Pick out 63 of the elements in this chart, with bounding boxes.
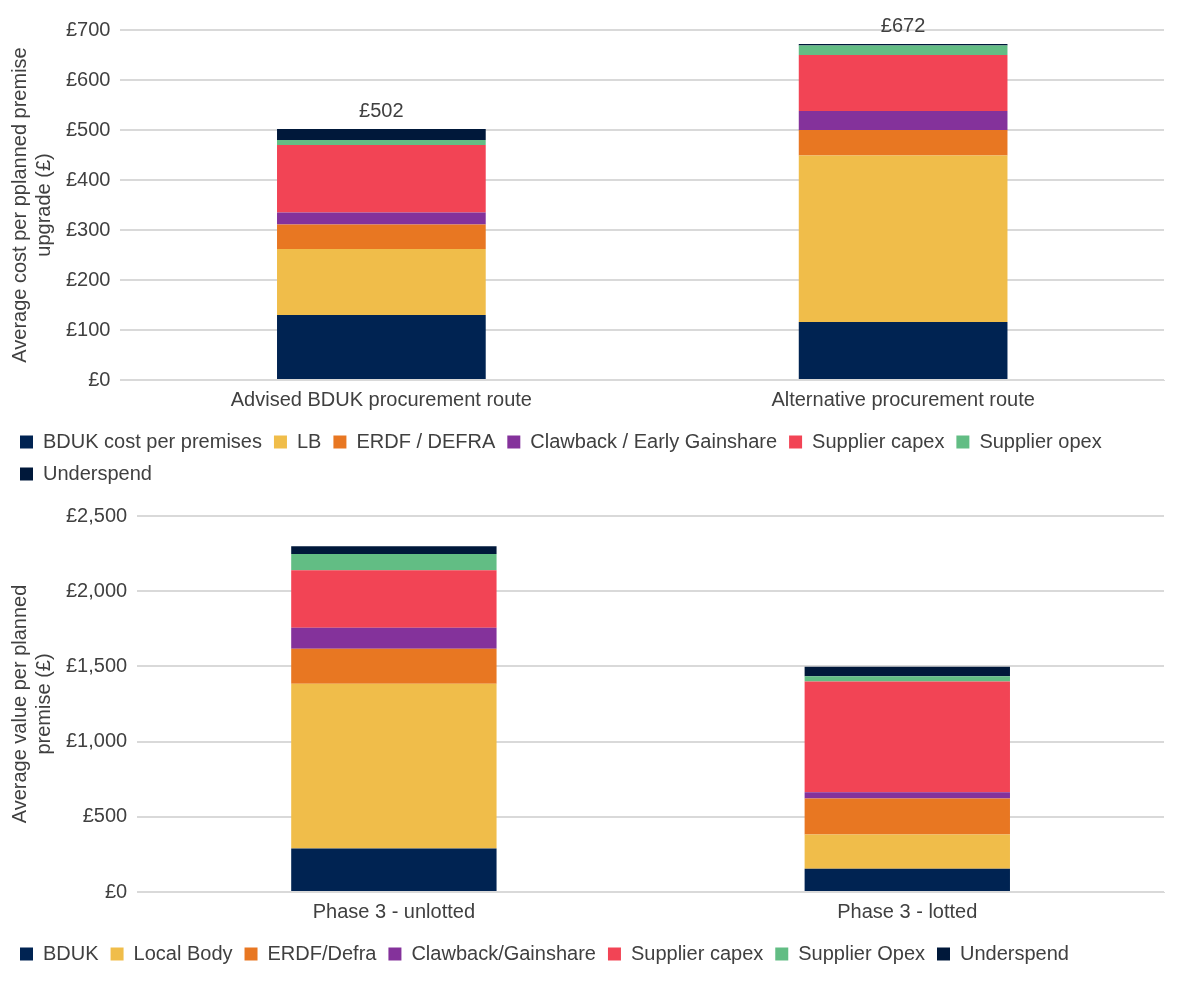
- bar: [798, 155, 1008, 322]
- y-tick-label: £400: [65, 167, 111, 190]
- bar: [291, 546, 497, 555]
- y-tick-label: £2,000: [66, 578, 128, 601]
- legend-label: ERDF / DEFRA: [356, 429, 496, 452]
- y-tick-label: £0: [88, 367, 111, 390]
- legend-label: Supplier Opex: [798, 941, 926, 964]
- legend-label: BDUK cost per premises: [43, 429, 262, 452]
- bar: [804, 792, 1010, 799]
- y-tick-label: £1,500: [66, 653, 128, 676]
- y-tick-label: £500: [65, 117, 111, 140]
- legend-label: Clawback / Early Gainshare: [530, 429, 778, 452]
- bar: [277, 224, 486, 249]
- legend-label: Local Body: [133, 941, 233, 964]
- bar: [277, 212, 486, 225]
- y-tick-label: £1,000: [66, 729, 128, 752]
- bar: [277, 140, 486, 145]
- bar: [804, 868, 1010, 891]
- bar: [798, 111, 1008, 130]
- total-label: £672: [880, 13, 926, 36]
- y-tick-label: £200: [65, 267, 111, 290]
- x-tick-label: Advised BDUK procurement route: [230, 387, 532, 410]
- x-tick-label: Alternative procurement route: [771, 387, 1035, 410]
- legend-label: Supplier capex: [630, 941, 764, 964]
- bar: [291, 554, 497, 571]
- legend-label: Supplier capex: [812, 429, 945, 452]
- y-tick-label: £0: [104, 879, 128, 902]
- y-axis-title: Average cost per pplanned premise upgrade (£): [7, 47, 54, 363]
- bar: [291, 683, 497, 849]
- legend-label: Underspend: [960, 941, 1069, 964]
- bar: [804, 798, 1010, 835]
- bar: [277, 129, 486, 140]
- total-label: £502: [359, 98, 404, 121]
- y-tick-label: £100: [65, 317, 111, 340]
- legend-label: BDUK: [43, 941, 100, 964]
- bar: [804, 676, 1010, 682]
- bar: [277, 315, 486, 379]
- y-tick-label: £2,500: [66, 503, 128, 526]
- bar: [291, 627, 497, 649]
- y-tick-label: £700: [65, 17, 111, 40]
- legend-label: Clawback/Gainshare: [411, 941, 596, 964]
- bar: [798, 322, 1008, 379]
- bar: [804, 834, 1010, 869]
- x-tick-label: Phase 3 - unlotted: [312, 899, 476, 922]
- bar: [277, 145, 486, 213]
- legend-label: LB: [296, 429, 322, 452]
- bar: [291, 848, 497, 891]
- bar: [291, 570, 497, 628]
- bar: [798, 55, 1008, 111]
- y-tick-label: £500: [82, 804, 128, 827]
- bar: [804, 666, 1010, 677]
- bar: [798, 130, 1008, 156]
- bar: [291, 648, 497, 684]
- bar: [804, 681, 1010, 793]
- y-tick-label: £300: [65, 217, 111, 240]
- x-tick-label: Phase 3 - lotted: [837, 899, 978, 922]
- legend-label: Supplier opex: [979, 429, 1102, 452]
- y-tick-label: £600: [65, 67, 111, 90]
- legend-label: Underspend: [43, 461, 152, 484]
- bar: [798, 45, 1008, 55]
- y-axis-title: Average value per planned premise (£): [7, 584, 54, 824]
- bar: [277, 249, 486, 315]
- legend-label: ERDF/Defra: [267, 941, 378, 964]
